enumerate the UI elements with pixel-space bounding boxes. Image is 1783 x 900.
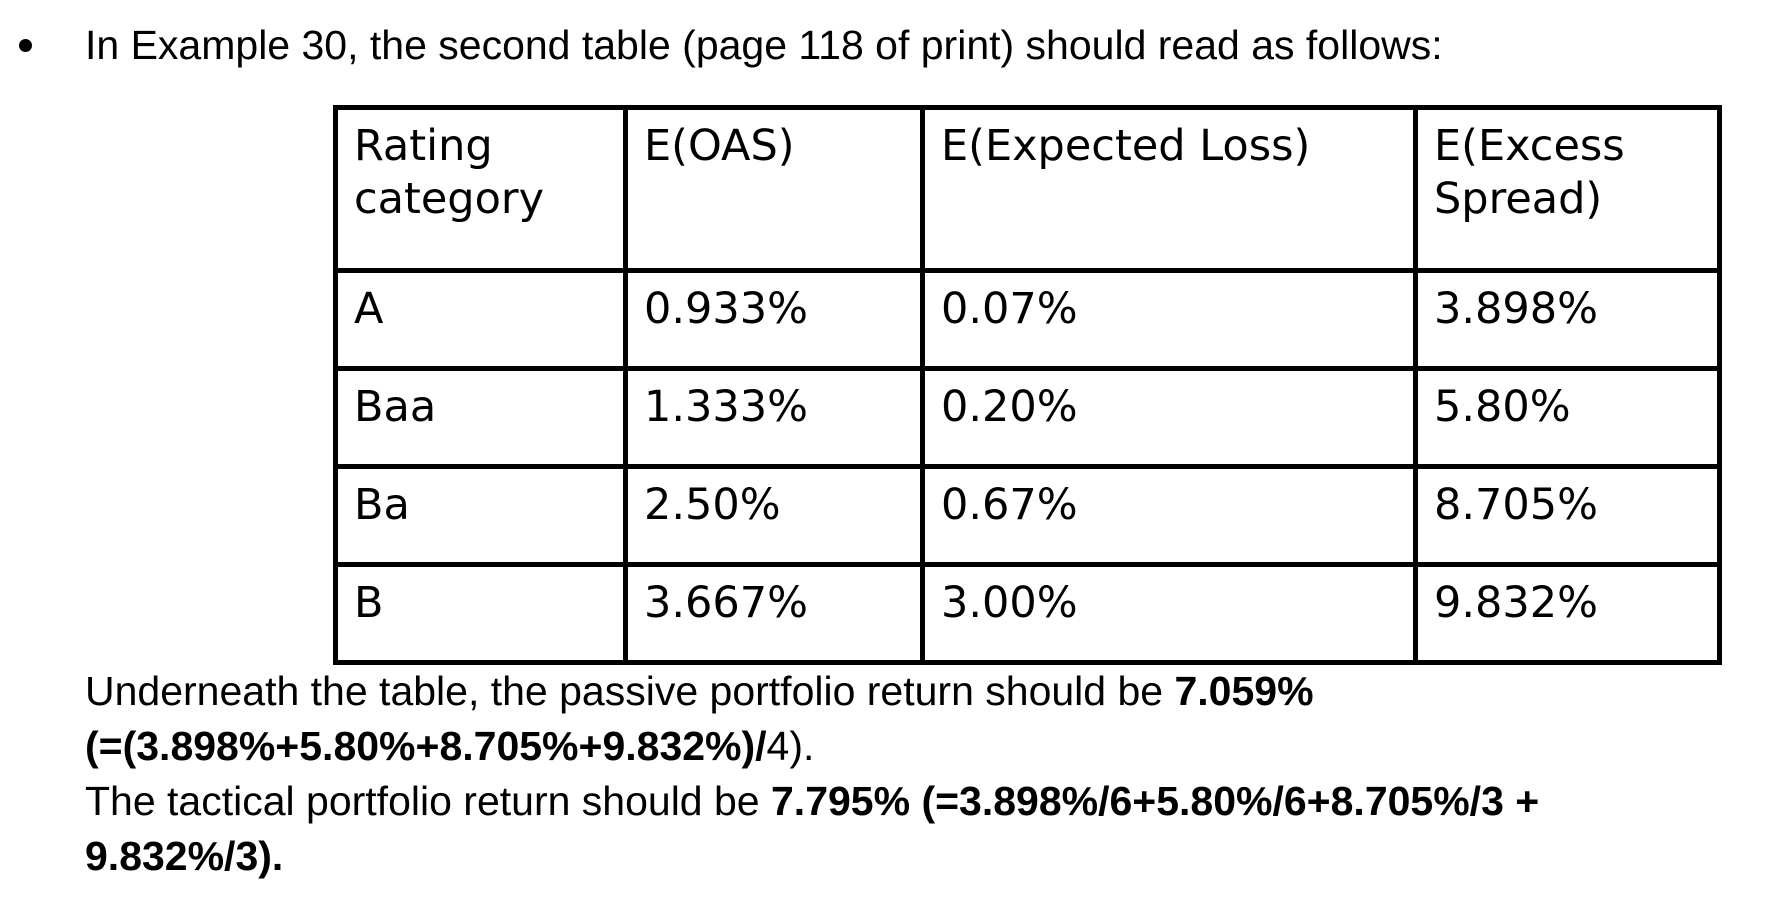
- cell-e-expected-loss: 0.20%: [920, 366, 1418, 469]
- tactical-return-note-text: The tactical portfolio return should be: [85, 778, 771, 824]
- passive-return-note-text: Underneath the table, the passive portfo…: [85, 668, 1175, 714]
- tactical-return-note-line1: The tactical portfolio return should be …: [85, 774, 1539, 829]
- cell-e-expected-loss: 0.07%: [920, 268, 1418, 371]
- cell-rating: Ba: [333, 464, 628, 567]
- column-header-e-oas: E(OAS): [623, 105, 925, 273]
- bullet-item-text: In Example 30, the second table (page 11…: [85, 22, 1443, 68]
- tactical-return-note-line2: 9.832%/3).: [85, 829, 1539, 884]
- cell-rating: A: [333, 268, 628, 371]
- table-row: B 3.667% 3.00% 9.832%: [333, 562, 1722, 665]
- passive-return-note-line2: (=(3.898%+5.80%+8.705%+9.832%)/4).: [85, 719, 1539, 774]
- cell-rating: Baa: [333, 366, 628, 469]
- cell-e-oas: 1.333%: [623, 366, 925, 469]
- column-header-e-expected-loss: E(Expected Loss): [920, 105, 1418, 273]
- bullet-icon: [19, 39, 32, 52]
- cell-rating: B: [333, 562, 628, 665]
- ratings-table: Rating category E(OAS) E(Expected Loss) …: [333, 105, 1722, 665]
- cell-e-excess-spread: 5.80%: [1413, 366, 1722, 469]
- cell-e-excess-spread: 8.705%: [1413, 464, 1722, 567]
- tactical-return-formula-end: 9.832%/3).: [85, 833, 284, 879]
- passive-return-formula: (=(3.898%+5.80%+8.705%+9.832%)/: [85, 723, 767, 769]
- notes-paragraph: Underneath the table, the passive portfo…: [85, 664, 1539, 884]
- cell-e-excess-spread: 9.832%: [1413, 562, 1722, 665]
- passive-return-note-line1: Underneath the table, the passive portfo…: [85, 664, 1539, 719]
- column-header-e-excess-spread: E(Excess Spread): [1413, 105, 1722, 273]
- cell-e-oas: 2.50%: [623, 464, 925, 567]
- tactical-return-value-and-formula: 7.795% (=3.898%/6+5.80%/6+8.705%/3 +: [771, 778, 1540, 824]
- table-row: A 0.933% 0.07% 3.898%: [333, 268, 1722, 371]
- passive-return-value: 7.059%: [1174, 668, 1314, 714]
- cell-e-excess-spread: 3.898%: [1413, 268, 1722, 371]
- cell-e-oas: 0.933%: [623, 268, 925, 371]
- column-header-rating-category: Rating category: [333, 105, 628, 273]
- table-header-row: Rating category E(OAS) E(Expected Loss) …: [333, 105, 1722, 273]
- cell-e-expected-loss: 3.00%: [920, 562, 1418, 665]
- cell-e-expected-loss: 0.67%: [920, 464, 1418, 567]
- table-row: Ba 2.50% 0.67% 8.705%: [333, 464, 1722, 567]
- cell-e-oas: 3.667%: [623, 562, 925, 665]
- table-row: Baa 1.333% 0.20% 5.80%: [333, 366, 1722, 469]
- passive-return-formula-end: 4).: [766, 723, 815, 769]
